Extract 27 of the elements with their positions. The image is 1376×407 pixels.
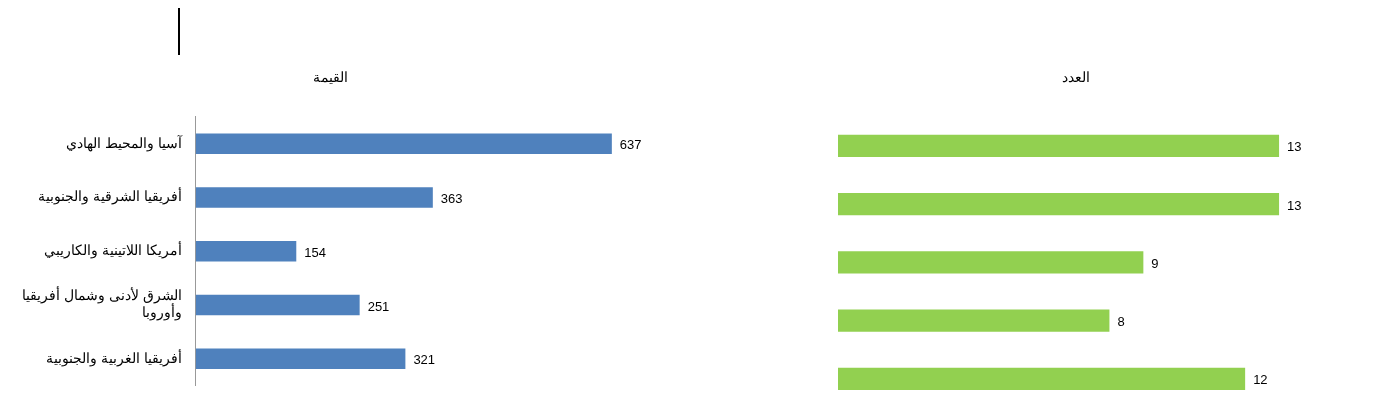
data-label: 9 — [1151, 255, 1159, 271]
bar — [838, 367, 1246, 390]
data-label: 321 — [413, 352, 436, 368]
bar — [195, 240, 297, 262]
chart-title: العدد — [1061, 69, 1090, 86]
data-label: 637 — [619, 137, 642, 153]
bar — [195, 348, 406, 369]
data-label: 8 — [1117, 314, 1125, 330]
y-tick-label: آسيا والمحيط الهادي — [65, 133, 183, 152]
bar — [838, 309, 1110, 332]
data-label: 251 — [367, 298, 390, 314]
bar — [838, 193, 1280, 216]
data-label: 154 — [304, 244, 326, 260]
data-label: 13 — [1287, 197, 1302, 213]
bar — [838, 251, 1144, 274]
data-label: 363 — [440, 191, 463, 207]
y-tick-label: الشرق لأدنى وشمال أفريقيا وأوروبا — [22, 285, 182, 322]
y-tick-label: أفريقيا الغربية والجنوبية — [45, 347, 182, 367]
y-tick-label: أفريقيا الشرقية والجنوبية — [37, 186, 182, 206]
y-tick-label: أمريكا اللاتينية والكاريبي — [43, 240, 182, 260]
data-label: 13 — [1287, 139, 1302, 155]
bar — [195, 133, 612, 154]
bar — [838, 134, 1280, 157]
bar — [195, 294, 360, 316]
chart-title: القيمة — [313, 69, 348, 86]
data-label: 12 — [1253, 372, 1268, 388]
bar — [195, 187, 433, 208]
